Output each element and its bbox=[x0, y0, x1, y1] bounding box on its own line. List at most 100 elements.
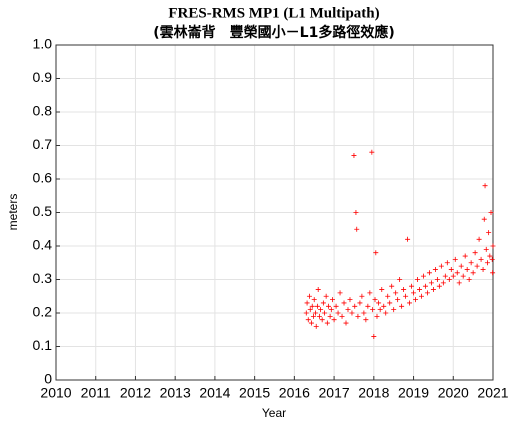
point bbox=[430, 287, 436, 293]
y-tick-label: 1.0 bbox=[33, 36, 53, 52]
point bbox=[326, 303, 332, 309]
point bbox=[409, 283, 415, 289]
x-tick-label: 2018 bbox=[358, 385, 389, 401]
point bbox=[454, 270, 460, 276]
point bbox=[438, 263, 444, 269]
point bbox=[458, 263, 464, 269]
point bbox=[354, 226, 360, 232]
point bbox=[306, 293, 312, 299]
point bbox=[481, 216, 487, 222]
x-tick-label: 2011 bbox=[81, 385, 111, 401]
point bbox=[464, 266, 470, 272]
point bbox=[411, 290, 417, 296]
point bbox=[428, 280, 434, 286]
point bbox=[385, 293, 391, 299]
point bbox=[307, 307, 313, 313]
point bbox=[353, 210, 359, 215]
point bbox=[328, 307, 334, 313]
x-tick-label: 2010 bbox=[40, 385, 71, 401]
point bbox=[351, 153, 357, 159]
point bbox=[456, 280, 462, 286]
point bbox=[303, 310, 309, 316]
x-tick-label: 2014 bbox=[199, 385, 230, 401]
point bbox=[370, 307, 376, 313]
point bbox=[397, 277, 403, 282]
point bbox=[478, 256, 484, 262]
point bbox=[318, 307, 324, 313]
point bbox=[381, 303, 387, 309]
point bbox=[357, 300, 363, 306]
chart-title: FRES-RMS MP1 (L1 Multipath) bbox=[168, 5, 379, 21]
point bbox=[383, 310, 389, 316]
point bbox=[488, 210, 494, 215]
point bbox=[322, 310, 328, 316]
point bbox=[374, 313, 380, 319]
point bbox=[472, 250, 478, 256]
point bbox=[355, 313, 361, 319]
y-tick-label: 0.9 bbox=[33, 69, 53, 85]
point bbox=[327, 313, 333, 319]
point bbox=[432, 266, 438, 272]
point bbox=[448, 266, 454, 272]
chart-subtitle: (雲林崙背 豐榮國小－L1多路徑效應) bbox=[153, 24, 394, 41]
point bbox=[426, 270, 432, 276]
point bbox=[393, 290, 399, 296]
point bbox=[315, 287, 321, 293]
point bbox=[305, 317, 311, 323]
point bbox=[314, 303, 320, 309]
point bbox=[440, 280, 446, 286]
point bbox=[337, 290, 343, 296]
point bbox=[395, 297, 401, 303]
point bbox=[391, 307, 397, 313]
point bbox=[372, 297, 378, 303]
point bbox=[347, 297, 353, 303]
point bbox=[450, 273, 456, 279]
y-tick-label: 0.5 bbox=[33, 203, 53, 219]
point bbox=[352, 303, 358, 309]
point bbox=[324, 320, 330, 326]
y-tick-label: 0.4 bbox=[33, 237, 53, 253]
x-tick-label: 2013 bbox=[160, 385, 191, 401]
point bbox=[311, 297, 317, 303]
point bbox=[377, 307, 383, 313]
point bbox=[415, 277, 421, 282]
point bbox=[422, 283, 428, 289]
x-tick-label: 2016 bbox=[279, 385, 310, 401]
point bbox=[405, 236, 411, 242]
point bbox=[371, 333, 377, 339]
y-tick-label: 0.7 bbox=[33, 136, 53, 152]
point bbox=[401, 287, 407, 293]
point bbox=[413, 297, 419, 303]
point bbox=[363, 317, 369, 323]
x-tick-label: 2021 bbox=[477, 385, 508, 401]
point bbox=[349, 310, 355, 316]
y-tick-label: 0.1 bbox=[33, 337, 53, 353]
point bbox=[309, 303, 315, 309]
point bbox=[434, 277, 440, 282]
y-tick-label: 0.3 bbox=[33, 270, 53, 286]
point bbox=[480, 266, 486, 272]
point bbox=[330, 297, 336, 303]
y-tick-label: 0.6 bbox=[33, 170, 53, 186]
point bbox=[444, 260, 450, 266]
point bbox=[359, 293, 365, 299]
point bbox=[313, 323, 319, 329]
point bbox=[320, 300, 326, 306]
point bbox=[466, 277, 472, 282]
point bbox=[331, 317, 337, 323]
x-tick-label: 2015 bbox=[239, 385, 270, 401]
y-tick-label: 0.8 bbox=[33, 103, 53, 119]
point bbox=[436, 283, 442, 289]
point bbox=[319, 317, 325, 323]
point bbox=[365, 303, 371, 309]
point bbox=[470, 270, 476, 276]
y-tick-label: 0 bbox=[44, 371, 52, 387]
point bbox=[312, 310, 318, 316]
point bbox=[343, 320, 349, 326]
point bbox=[316, 313, 322, 319]
point bbox=[483, 246, 489, 252]
point bbox=[452, 256, 458, 262]
point bbox=[489, 256, 495, 262]
point bbox=[399, 303, 405, 309]
